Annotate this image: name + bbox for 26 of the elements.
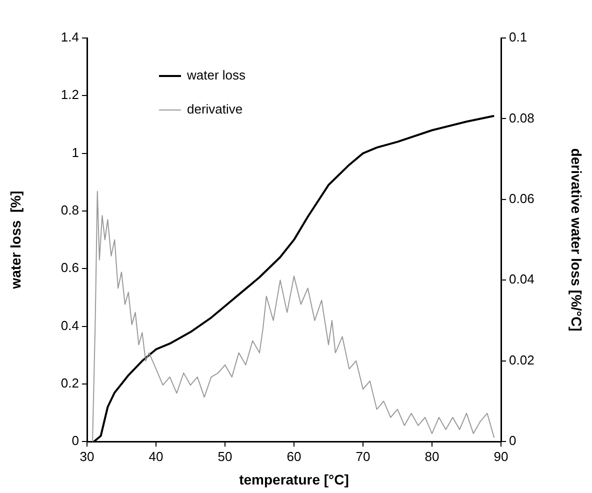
y-axis-title: water loss [%]	[7, 190, 24, 290]
y2-tick-label: 0.08	[509, 110, 534, 126]
y-tick-label: 0	[72, 433, 79, 448]
y-tick-label: 0.4	[60, 318, 79, 333]
y-tick-label: 1.2	[60, 87, 79, 102]
y-tick-label: 0.2	[60, 376, 79, 391]
x-tick-label: 60	[286, 448, 302, 464]
y-tick-label: 1.4	[60, 30, 79, 45]
x-tick-label: 90	[494, 448, 508, 464]
y2-tick-label: 0.04	[509, 272, 534, 287]
y2-tick-label: 0	[509, 433, 516, 448]
y-tick-label: 0.6	[60, 260, 79, 276]
x-axis-title: temperature [°C]	[239, 471, 349, 488]
y2-tick-label: 0.1	[509, 30, 528, 45]
x-tick-label: 70	[356, 448, 370, 464]
legend-label: water loss	[186, 68, 246, 83]
y2-tick-label: 0.02	[509, 352, 534, 368]
x-tick-label: 30	[80, 448, 94, 464]
y-tick-label: 0.8	[60, 202, 79, 218]
legend-label: derivative	[187, 102, 243, 117]
x-tick-label: 40	[148, 448, 164, 464]
x-tick-label: 80	[424, 448, 440, 464]
y-tick-label: 1	[72, 144, 79, 160]
x-tick-label: 50	[218, 448, 232, 464]
y2-axis-title: derivative water loss [%/°C]	[568, 148, 585, 332]
y2-tick-label: 0.06	[509, 191, 534, 206]
